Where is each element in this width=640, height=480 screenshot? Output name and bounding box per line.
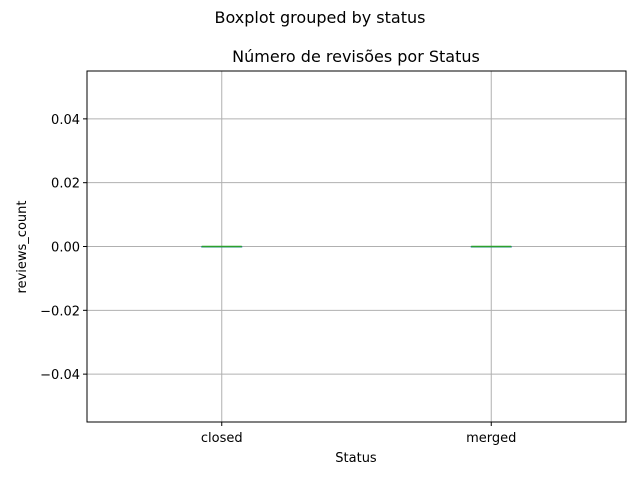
x-tick-label: closed	[201, 431, 243, 446]
y-tick-label: 0.02	[51, 177, 80, 192]
chart-title: Número de revisões por Status	[232, 47, 480, 66]
x-axis-label: Status	[335, 451, 377, 466]
x-tick-label: merged	[466, 431, 516, 446]
boxes	[201, 245, 512, 248]
grid-lines	[87, 71, 626, 422]
y-ticks: −0.04 −0.02 0.00 0.02 0.04	[40, 113, 87, 383]
y-tick-label: −0.04	[40, 368, 80, 383]
chart-suptitle: Boxplot grouped by status	[215, 8, 426, 27]
y-tick-label: 0.04	[51, 113, 80, 128]
box-closed	[201, 245, 243, 248]
y-tick-label: −0.02	[40, 304, 80, 319]
y-axis-label: reviews_count	[15, 201, 30, 294]
y-tick-label: 0.00	[51, 241, 80, 256]
x-ticks: closed merged	[201, 422, 516, 446]
box-merged	[470, 245, 512, 248]
